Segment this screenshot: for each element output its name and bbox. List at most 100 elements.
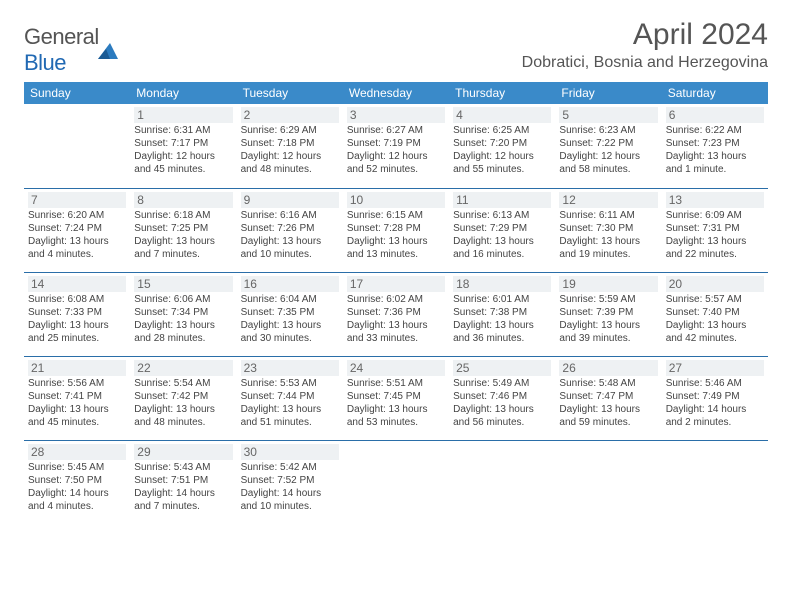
brand-logo: General Blue: [24, 18, 118, 76]
calendar-day-cell: 3Sunrise: 6:27 AMSunset: 7:19 PMDaylight…: [343, 104, 449, 188]
sunset-text: Sunset: 7:25 PM: [134, 222, 232, 235]
daylight-text: Daylight: 12 hours and 48 minutes.: [241, 150, 339, 176]
brand-text-2: Blue: [24, 50, 66, 75]
sunset-text: Sunset: 7:17 PM: [134, 137, 232, 150]
sunset-text: Sunset: 7:42 PM: [134, 390, 232, 403]
calendar-day-cell: 14Sunrise: 6:08 AMSunset: 7:33 PMDayligh…: [24, 272, 130, 356]
daylight-text: Daylight: 13 hours and 59 minutes.: [559, 403, 657, 429]
brand-text-1: General: [24, 24, 99, 49]
sunset-text: Sunset: 7:22 PM: [559, 137, 657, 150]
sunrise-text: Sunrise: 6:04 AM: [241, 293, 339, 306]
day-number: 7: [28, 192, 126, 208]
daylight-text: Daylight: 13 hours and 51 minutes.: [241, 403, 339, 429]
sunset-text: Sunset: 7:44 PM: [241, 390, 339, 403]
sunrise-text: Sunrise: 6:01 AM: [453, 293, 551, 306]
weekday-header: Thursday: [449, 82, 555, 104]
sunrise-text: Sunrise: 6:13 AM: [453, 209, 551, 222]
day-info: Sunrise: 6:01 AMSunset: 7:38 PMDaylight:…: [453, 293, 551, 345]
calendar-day-cell: 11Sunrise: 6:13 AMSunset: 7:29 PMDayligh…: [449, 188, 555, 272]
sunset-text: Sunset: 7:30 PM: [559, 222, 657, 235]
calendar-week-row: 14Sunrise: 6:08 AMSunset: 7:33 PMDayligh…: [24, 272, 768, 356]
daylight-text: Daylight: 12 hours and 45 minutes.: [134, 150, 232, 176]
daylight-text: Daylight: 14 hours and 2 minutes.: [666, 403, 764, 429]
sunrise-text: Sunrise: 6:29 AM: [241, 124, 339, 137]
day-info: Sunrise: 5:49 AMSunset: 7:46 PMDaylight:…: [453, 377, 551, 429]
calendar-day-cell: 28Sunrise: 5:45 AMSunset: 7:50 PMDayligh…: [24, 440, 130, 524]
day-number: 1: [134, 107, 232, 123]
day-info: Sunrise: 6:20 AMSunset: 7:24 PMDaylight:…: [28, 209, 126, 261]
day-number: 13: [666, 192, 764, 208]
calendar-day-cell: 5Sunrise: 6:23 AMSunset: 7:22 PMDaylight…: [555, 104, 661, 188]
calendar-day-cell: [555, 440, 661, 524]
day-number: 26: [559, 360, 657, 376]
daylight-text: Daylight: 13 hours and 16 minutes.: [453, 235, 551, 261]
calendar-day-cell: 27Sunrise: 5:46 AMSunset: 7:49 PMDayligh…: [662, 356, 768, 440]
sunrise-text: Sunrise: 6:31 AM: [134, 124, 232, 137]
day-number: 17: [347, 276, 445, 292]
sunset-text: Sunset: 7:50 PM: [28, 474, 126, 487]
calendar-day-cell: 29Sunrise: 5:43 AMSunset: 7:51 PMDayligh…: [130, 440, 236, 524]
day-number: 9: [241, 192, 339, 208]
day-number: 20: [666, 276, 764, 292]
weekday-header: Sunday: [24, 82, 130, 104]
day-number: 23: [241, 360, 339, 376]
daylight-text: Daylight: 12 hours and 55 minutes.: [453, 150, 551, 176]
calendar-day-cell: 30Sunrise: 5:42 AMSunset: 7:52 PMDayligh…: [237, 440, 343, 524]
sunset-text: Sunset: 7:29 PM: [453, 222, 551, 235]
daylight-text: Daylight: 13 hours and 7 minutes.: [134, 235, 232, 261]
day-info: Sunrise: 6:06 AMSunset: 7:34 PMDaylight:…: [134, 293, 232, 345]
calendar-day-cell: 25Sunrise: 5:49 AMSunset: 7:46 PMDayligh…: [449, 356, 555, 440]
day-number: 29: [134, 444, 232, 460]
day-info: Sunrise: 5:51 AMSunset: 7:45 PMDaylight:…: [347, 377, 445, 429]
day-info: Sunrise: 5:56 AMSunset: 7:41 PMDaylight:…: [28, 377, 126, 429]
calendar-week-row: 7Sunrise: 6:20 AMSunset: 7:24 PMDaylight…: [24, 188, 768, 272]
daylight-text: Daylight: 13 hours and 36 minutes.: [453, 319, 551, 345]
calendar-day-cell: 2Sunrise: 6:29 AMSunset: 7:18 PMDaylight…: [237, 104, 343, 188]
calendar-day-cell: 9Sunrise: 6:16 AMSunset: 7:26 PMDaylight…: [237, 188, 343, 272]
calendar-day-cell: [24, 104, 130, 188]
daylight-text: Daylight: 13 hours and 39 minutes.: [559, 319, 657, 345]
sunset-text: Sunset: 7:35 PM: [241, 306, 339, 319]
weekday-header: Friday: [555, 82, 661, 104]
sunrise-text: Sunrise: 5:49 AM: [453, 377, 551, 390]
daylight-text: Daylight: 13 hours and 4 minutes.: [28, 235, 126, 261]
calendar-day-cell: 18Sunrise: 6:01 AMSunset: 7:38 PMDayligh…: [449, 272, 555, 356]
calendar-day-cell: 23Sunrise: 5:53 AMSunset: 7:44 PMDayligh…: [237, 356, 343, 440]
calendar-day-cell: 10Sunrise: 6:15 AMSunset: 7:28 PMDayligh…: [343, 188, 449, 272]
calendar-day-cell: 22Sunrise: 5:54 AMSunset: 7:42 PMDayligh…: [130, 356, 236, 440]
sunrise-text: Sunrise: 5:42 AM: [241, 461, 339, 474]
calendar-day-cell: [662, 440, 768, 524]
calendar-day-cell: 19Sunrise: 5:59 AMSunset: 7:39 PMDayligh…: [555, 272, 661, 356]
day-info: Sunrise: 6:27 AMSunset: 7:19 PMDaylight:…: [347, 124, 445, 176]
daylight-text: Daylight: 14 hours and 7 minutes.: [134, 487, 232, 513]
day-info: Sunrise: 6:23 AMSunset: 7:22 PMDaylight:…: [559, 124, 657, 176]
day-info: Sunrise: 5:59 AMSunset: 7:39 PMDaylight:…: [559, 293, 657, 345]
sunset-text: Sunset: 7:40 PM: [666, 306, 764, 319]
daylight-text: Daylight: 13 hours and 13 minutes.: [347, 235, 445, 261]
sunset-text: Sunset: 7:46 PM: [453, 390, 551, 403]
calendar-day-cell: 26Sunrise: 5:48 AMSunset: 7:47 PMDayligh…: [555, 356, 661, 440]
day-number: 2: [241, 107, 339, 123]
location-text: Dobratici, Bosnia and Herzegovina: [522, 54, 768, 72]
month-title: April 2024: [522, 18, 768, 52]
daylight-text: Daylight: 12 hours and 58 minutes.: [559, 150, 657, 176]
header: General Blue April 2024 Dobratici, Bosni…: [24, 18, 768, 76]
daylight-text: Daylight: 13 hours and 45 minutes.: [28, 403, 126, 429]
day-number: 24: [347, 360, 445, 376]
day-info: Sunrise: 6:11 AMSunset: 7:30 PMDaylight:…: [559, 209, 657, 261]
day-number: 25: [453, 360, 551, 376]
calendar-day-cell: 24Sunrise: 5:51 AMSunset: 7:45 PMDayligh…: [343, 356, 449, 440]
calendar-day-cell: 6Sunrise: 6:22 AMSunset: 7:23 PMDaylight…: [662, 104, 768, 188]
day-number: 28: [28, 444, 126, 460]
daylight-text: Daylight: 13 hours and 30 minutes.: [241, 319, 339, 345]
calendar-week-row: 28Sunrise: 5:45 AMSunset: 7:50 PMDayligh…: [24, 440, 768, 524]
sunset-text: Sunset: 7:39 PM: [559, 306, 657, 319]
calendar-day-cell: 4Sunrise: 6:25 AMSunset: 7:20 PMDaylight…: [449, 104, 555, 188]
day-number: 10: [347, 192, 445, 208]
sunset-text: Sunset: 7:23 PM: [666, 137, 764, 150]
calendar-day-cell: 15Sunrise: 6:06 AMSunset: 7:34 PMDayligh…: [130, 272, 236, 356]
daylight-text: Daylight: 13 hours and 28 minutes.: [134, 319, 232, 345]
calendar-day-cell: 1Sunrise: 6:31 AMSunset: 7:17 PMDaylight…: [130, 104, 236, 188]
daylight-text: Daylight: 13 hours and 1 minute.: [666, 150, 764, 176]
sunrise-text: Sunrise: 6:06 AM: [134, 293, 232, 306]
